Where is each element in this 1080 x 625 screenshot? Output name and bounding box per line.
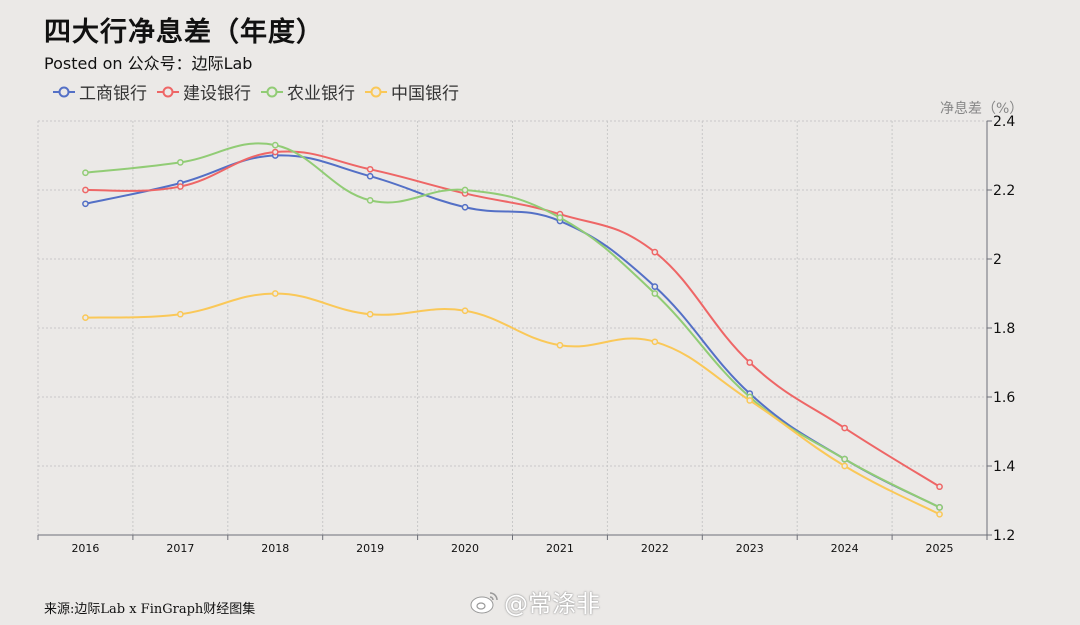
data-point[interactable] xyxy=(82,200,89,208)
data-point[interactable] xyxy=(461,203,469,211)
line-marker-icon xyxy=(261,86,283,97)
svg-text:2022: 2022 xyxy=(641,542,669,555)
legend-label: 中国银行 xyxy=(391,84,459,104)
svg-text:2017: 2017 xyxy=(166,542,194,555)
weibo-icon xyxy=(470,591,498,613)
legend-item-boc[interactable]: 中国银行 xyxy=(365,79,459,104)
svg-text:2025: 2025 xyxy=(926,542,954,555)
chart-axes: 1.2 1.4 1.6 1.8 2 2.2 2.4 2016 2017 2018 2019 2020 2… xyxy=(37,114,1015,555)
series-line xyxy=(82,148,943,491)
data-point[interactable] xyxy=(177,183,184,190)
svg-text:1.8: 1.8 xyxy=(993,321,1015,337)
svg-text:2023: 2023 xyxy=(736,542,764,555)
data-point[interactable] xyxy=(271,148,279,156)
data-point[interactable] xyxy=(841,424,849,432)
data-point[interactable] xyxy=(746,397,754,404)
data-point[interactable] xyxy=(461,307,469,315)
data-point[interactable] xyxy=(556,214,564,221)
data-point[interactable] xyxy=(841,455,849,463)
data-point[interactable] xyxy=(651,248,659,256)
data-point[interactable] xyxy=(841,462,849,470)
watermark-text: @常涤非 xyxy=(504,590,600,618)
data-point[interactable] xyxy=(366,165,374,173)
svg-text:2019: 2019 xyxy=(356,542,384,555)
data-point[interactable] xyxy=(461,186,469,194)
legend-item-abc[interactable]: 农业银行 xyxy=(261,79,355,104)
svg-text:2016: 2016 xyxy=(71,542,99,555)
source-note: 来源:边际Lab x FinGraph财经图集 xyxy=(44,602,256,617)
data-point[interactable] xyxy=(651,283,659,290)
legend-item-ccb[interactable]: 建设银行 xyxy=(157,79,251,104)
data-point[interactable] xyxy=(556,341,564,349)
data-point[interactable] xyxy=(177,159,184,166)
legend-label: 农业银行 xyxy=(287,84,355,104)
line-marker-icon xyxy=(53,86,75,97)
data-point[interactable] xyxy=(271,141,279,149)
data-point[interactable] xyxy=(82,314,89,321)
svg-text:2020: 2020 xyxy=(451,542,479,555)
data-point[interactable] xyxy=(746,359,754,366)
data-point[interactable] xyxy=(177,310,184,318)
data-point[interactable] xyxy=(271,290,279,297)
legend-item-icbc[interactable]: 工商银行 xyxy=(53,79,147,104)
svg-text:2021: 2021 xyxy=(546,542,574,555)
y-axis-label: 净息差（%） xyxy=(940,101,1024,117)
series-line xyxy=(82,141,943,511)
series-line xyxy=(82,290,943,518)
data-point[interactable] xyxy=(366,197,374,204)
data-point[interactable] xyxy=(366,172,374,180)
chart-subtitle: Posted on 公众号：边际Lab xyxy=(44,54,253,73)
data-point[interactable] xyxy=(936,483,943,491)
svg-text:1.2: 1.2 xyxy=(993,528,1015,544)
data-point[interactable] xyxy=(82,169,89,177)
line-marker-icon xyxy=(157,86,179,97)
data-point[interactable] xyxy=(366,310,374,318)
data-point[interactable] xyxy=(936,504,943,511)
chart-legend: 工商银行 建设银行 农业银行 中国银行 xyxy=(53,79,459,104)
svg-text:1.4: 1.4 xyxy=(993,459,1015,475)
svg-text:2: 2 xyxy=(993,252,1002,268)
data-point[interactable] xyxy=(82,186,89,194)
svg-text:2.4: 2.4 xyxy=(993,114,1015,130)
chart-series xyxy=(82,141,943,518)
data-point[interactable] xyxy=(936,510,943,518)
chart-grid xyxy=(37,120,987,535)
svg-text:2018: 2018 xyxy=(261,542,289,555)
svg-text:1.6: 1.6 xyxy=(993,390,1015,406)
legend-label: 工商银行 xyxy=(79,84,147,104)
svg-text:2024: 2024 xyxy=(831,542,859,555)
watermark: @常涤非 xyxy=(470,584,600,619)
data-point[interactable] xyxy=(651,290,659,297)
legend-label: 建设银行 xyxy=(183,84,251,104)
data-point[interactable] xyxy=(651,338,659,346)
line-marker-icon xyxy=(365,86,387,97)
svg-text:2.2: 2.2 xyxy=(993,183,1015,199)
chart-title: 四大行净息差（年度） xyxy=(44,17,324,48)
